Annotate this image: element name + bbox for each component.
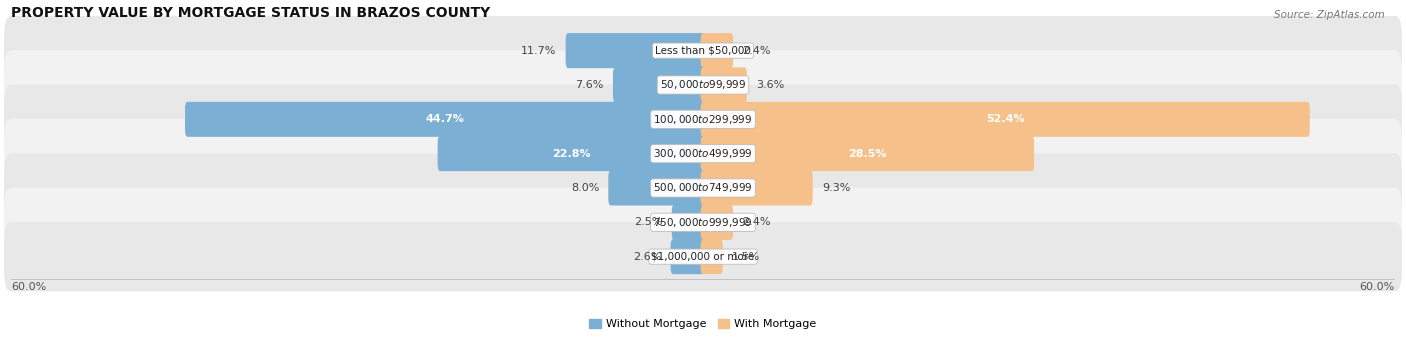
Text: 2.4%: 2.4% [742, 46, 770, 56]
Text: $500,000 to $749,999: $500,000 to $749,999 [654, 182, 752, 194]
FancyBboxPatch shape [4, 16, 1402, 85]
FancyBboxPatch shape [613, 67, 706, 102]
FancyBboxPatch shape [671, 239, 706, 274]
Text: 3.6%: 3.6% [756, 80, 785, 90]
FancyBboxPatch shape [4, 85, 1402, 154]
FancyBboxPatch shape [186, 102, 706, 137]
Text: 9.3%: 9.3% [821, 183, 851, 193]
Text: 52.4%: 52.4% [986, 114, 1025, 124]
Text: 2.6%: 2.6% [633, 252, 661, 262]
Text: 7.6%: 7.6% [575, 80, 603, 90]
FancyBboxPatch shape [4, 153, 1402, 223]
Text: 11.7%: 11.7% [522, 46, 557, 56]
Text: PROPERTY VALUE BY MORTGAGE STATUS IN BRAZOS COUNTY: PROPERTY VALUE BY MORTGAGE STATUS IN BRA… [11, 5, 491, 20]
FancyBboxPatch shape [700, 33, 733, 68]
Text: $100,000 to $299,999: $100,000 to $299,999 [654, 113, 752, 126]
Text: Less than $50,000: Less than $50,000 [655, 46, 751, 56]
FancyBboxPatch shape [4, 50, 1402, 120]
Text: 2.5%: 2.5% [634, 217, 662, 227]
FancyBboxPatch shape [4, 222, 1402, 291]
Text: 44.7%: 44.7% [426, 114, 464, 124]
FancyBboxPatch shape [700, 205, 733, 240]
FancyBboxPatch shape [437, 136, 706, 171]
Text: $1,000,000 or more: $1,000,000 or more [651, 252, 755, 262]
FancyBboxPatch shape [672, 205, 706, 240]
FancyBboxPatch shape [4, 119, 1402, 188]
Text: $300,000 to $499,999: $300,000 to $499,999 [654, 147, 752, 160]
FancyBboxPatch shape [700, 67, 747, 102]
FancyBboxPatch shape [565, 33, 706, 68]
Text: 22.8%: 22.8% [553, 149, 591, 159]
FancyBboxPatch shape [609, 170, 706, 205]
FancyBboxPatch shape [700, 136, 1035, 171]
FancyBboxPatch shape [700, 102, 1310, 137]
FancyBboxPatch shape [700, 239, 723, 274]
Text: 8.0%: 8.0% [571, 183, 599, 193]
Text: Source: ZipAtlas.com: Source: ZipAtlas.com [1274, 10, 1385, 20]
Text: $750,000 to $999,999: $750,000 to $999,999 [654, 216, 752, 229]
Text: 60.0%: 60.0% [1360, 283, 1395, 292]
FancyBboxPatch shape [4, 188, 1402, 257]
FancyBboxPatch shape [700, 170, 813, 205]
Text: 60.0%: 60.0% [11, 283, 46, 292]
Text: 1.5%: 1.5% [733, 252, 761, 262]
Text: 2.4%: 2.4% [742, 217, 770, 227]
Text: 28.5%: 28.5% [848, 149, 887, 159]
Text: $50,000 to $99,999: $50,000 to $99,999 [659, 79, 747, 91]
Legend: Without Mortgage, With Mortgage: Without Mortgage, With Mortgage [585, 314, 821, 334]
